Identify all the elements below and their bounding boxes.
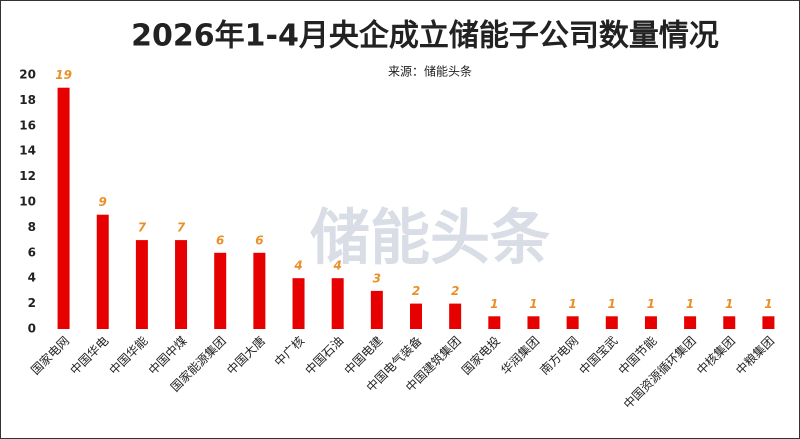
bar <box>175 240 188 329</box>
y-tick-label: 6 <box>28 245 36 259</box>
bar <box>605 316 618 329</box>
bar <box>214 252 227 329</box>
value-label: 7 <box>177 221 186 235</box>
bar <box>527 316 540 329</box>
bar <box>292 278 305 329</box>
bar <box>566 316 579 329</box>
chart-subtitle: 来源：储能头条 <box>388 64 472 79</box>
value-label: 4 <box>333 259 342 273</box>
bar <box>96 214 109 329</box>
bar <box>684 316 697 329</box>
value-label: 9 <box>99 195 107 209</box>
bar <box>135 240 148 329</box>
bar <box>488 316 501 329</box>
bar <box>410 303 422 329</box>
bar <box>57 87 70 329</box>
y-tick-label: 4 <box>28 271 36 285</box>
value-label: 1 <box>764 297 772 311</box>
y-tick-label: 2 <box>28 296 36 310</box>
bar <box>762 316 775 329</box>
chart-title: 2026年1-4月央企成立储能子公司数量情况 <box>131 19 719 54</box>
bar <box>723 316 736 329</box>
value-label: 19 <box>55 68 72 82</box>
y-tick-label: 8 <box>28 220 36 234</box>
y-tick-label: 16 <box>19 118 36 132</box>
y-tick-label: 20 <box>19 68 36 82</box>
value-label: 1 <box>686 297 694 311</box>
bar <box>331 278 344 329</box>
y-tick-label: 12 <box>19 169 36 183</box>
y-tick-label: 14 <box>19 144 36 158</box>
bar <box>449 303 462 329</box>
value-label: 6 <box>216 233 224 247</box>
value-label: 1 <box>490 297 498 311</box>
bar <box>644 316 657 329</box>
value-label: 4 <box>293 259 302 273</box>
value-label: 1 <box>608 297 616 311</box>
value-label: 1 <box>529 297 537 311</box>
watermark: 储能头条 <box>310 204 550 274</box>
value-label: 2 <box>451 284 459 298</box>
bar <box>370 290 383 329</box>
y-tick-label: 10 <box>19 195 36 209</box>
y-tick-label: 0 <box>28 322 36 336</box>
value-label: 2 <box>412 284 420 298</box>
value-label: 1 <box>568 297 576 311</box>
value-label: 1 <box>725 297 733 311</box>
y-tick-label: 18 <box>19 93 36 107</box>
value-label: 7 <box>138 221 147 235</box>
value-label: 6 <box>255 233 263 247</box>
bar <box>253 252 266 329</box>
value-label: 1 <box>647 297 655 311</box>
value-label: 3 <box>373 271 381 285</box>
